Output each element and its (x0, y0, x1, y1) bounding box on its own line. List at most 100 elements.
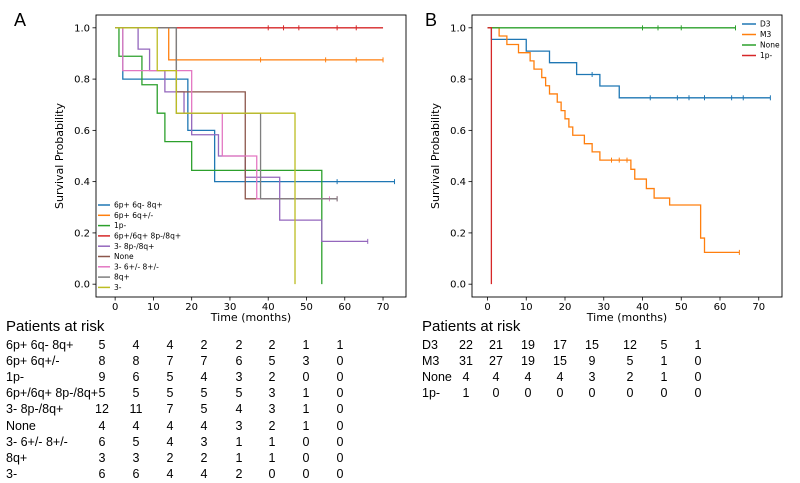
x-tick-label: 10 (147, 302, 160, 313)
risk-row-label: 1p- (422, 386, 441, 401)
risk-count: 15 (553, 354, 567, 369)
risk-row-label: M3 (422, 354, 440, 369)
risk-count: 0 (588, 386, 596, 401)
legend: 6p+ 6q- 8q+6p+ 6q+/-1p-6p+/6q+ 8p-/8q+3-… (98, 201, 181, 292)
legend-item: M3 (742, 30, 771, 39)
risk-count: 0 (302, 466, 310, 481)
risk-count: 2 (200, 338, 208, 352)
risk-count: 0 (492, 386, 500, 401)
risk-row-label: 3- 8p-/8q+ (6, 402, 64, 417)
risk-count: 9 (98, 370, 106, 385)
legend-label: 3- 6+/- 8+/- (114, 262, 159, 271)
risk-count: 7 (200, 354, 208, 369)
series-line (487, 27, 493, 285)
legend-label: 1p- (114, 221, 127, 230)
risk-count: 0 (336, 386, 344, 401)
risk-count: 22 (459, 338, 473, 352)
risk-count: 0 (556, 386, 564, 401)
risk-count: 1 (302, 418, 310, 433)
legend-label: 1p- (760, 51, 773, 60)
plot-frame (471, 14, 783, 298)
legend-label: None (114, 252, 134, 261)
y-tick-label: 0.0 (74, 280, 90, 291)
legend-label: M3 (760, 30, 771, 39)
risk-row: None 4 4 4 4 3 2 1 0 (422, 370, 800, 386)
risk-count: 4 (200, 466, 208, 481)
legend-item: 3- 6+/- 8+/- (98, 262, 159, 271)
risk-count: 0 (302, 434, 310, 449)
y-tick-label: 1.0 (450, 23, 466, 34)
risk-count: 1 (302, 402, 310, 417)
risk-count: 0 (336, 354, 344, 369)
legend-label: 6p+ 6q+/- (114, 211, 154, 220)
risk-count: 5 (132, 386, 140, 401)
risk-table-title: Patients at risk (422, 318, 521, 335)
risk-count: 5 (626, 354, 634, 369)
legend-label: 6p+ 6q- 8q+ (114, 201, 163, 210)
y-axis-label: Survival Probability (429, 103, 442, 209)
x-tick-label: 50 (675, 302, 688, 313)
series-line (115, 27, 323, 285)
risk-row-label: 1p- (6, 370, 25, 385)
risk-count: 1 (302, 338, 310, 352)
x-tick-label: 10 (520, 302, 533, 313)
risk-count: 4 (200, 370, 208, 385)
y-tick-label: 0.6 (74, 126, 90, 137)
risk-count: 2 (268, 418, 276, 433)
risk-count: 0 (336, 450, 344, 465)
series-line (487, 27, 771, 99)
legend-item: 3- 8p-/8q+ (98, 242, 154, 251)
risk-count: 8 (98, 354, 106, 369)
risk-count: 4 (462, 370, 470, 385)
risk-count: 4 (556, 370, 564, 385)
risk-count: 1 (660, 354, 668, 369)
risk-count: 19 (521, 338, 535, 352)
series-5 (115, 27, 338, 202)
x-axis-label: Time (months) (586, 311, 667, 324)
risk-count: 1 (462, 386, 470, 401)
series-line (115, 27, 368, 243)
risk-count: 5 (268, 354, 276, 369)
risk-count: 0 (336, 370, 344, 385)
risk-count: 4 (166, 338, 174, 352)
risk-count: 6 (132, 370, 140, 385)
chart-panel-b: B 0 10 20 30 40 50 60 70 0.0 0.2 0.4 0.6 0.8 1.0 Time (… (425, 10, 783, 324)
risk-count: 0 (302, 370, 310, 385)
risk-count: 17 (553, 338, 567, 352)
risk-count: 5 (132, 434, 140, 449)
risk-count: 5 (660, 338, 668, 352)
risk-count: 1 (235, 434, 243, 449)
x-tick-label: 40 (636, 302, 649, 313)
risk-count: 0 (626, 386, 634, 401)
risk-row: 1p- 9 6 5 4 3 2 0 0 (6, 370, 406, 386)
risk-row: 3- 8p-/8q+ 12 11 7 5 4 3 1 0 (6, 402, 406, 418)
y-tick-label: 0.6 (450, 126, 466, 137)
legend-item: 6p+ 6q- 8q+ (98, 201, 163, 210)
risk-count: 1 (268, 434, 276, 449)
risk-count: 3 (200, 434, 208, 449)
risk-count: 4 (132, 338, 140, 352)
y-tick-label: 0.2 (450, 228, 466, 239)
risk-count: 0 (694, 354, 702, 369)
risk-count: 2 (235, 338, 243, 352)
risk-count: 4 (132, 418, 140, 433)
risk-count: 3 (235, 418, 243, 433)
risk-count: 4 (200, 418, 208, 433)
legend-label: 8q+ (114, 273, 130, 282)
y-tick-label: 1.0 (74, 23, 90, 34)
risk-count: 12 (623, 338, 637, 352)
risk-row-label: D3 (422, 338, 438, 352)
x-tick-label: 60 (338, 302, 351, 313)
series-6 (115, 27, 338, 202)
risk-row-label: 3- 6+/- 8+/- (6, 434, 68, 449)
legend-item: 6p+/6q+ 8p-/8q+ (98, 232, 181, 241)
risk-row: 6p+ 6q+/- 8 8 7 7 6 5 3 0 (6, 354, 406, 370)
risk-count: 5 (98, 338, 106, 352)
risk-count: 2 (268, 338, 276, 352)
plot-frame (95, 14, 407, 298)
chart-panel-a: A 0 10 20 30 40 50 60 70 0.0 0.2 0.4 0.6 0.8 1.0 Time (… (14, 10, 407, 324)
risk-count: 15 (585, 338, 599, 352)
risk-count: 19 (521, 354, 535, 369)
legend-item: 6p+ 6q+/- (98, 211, 154, 220)
